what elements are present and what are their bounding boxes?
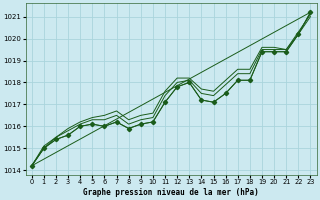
X-axis label: Graphe pression niveau de la mer (hPa): Graphe pression niveau de la mer (hPa) xyxy=(83,188,259,197)
